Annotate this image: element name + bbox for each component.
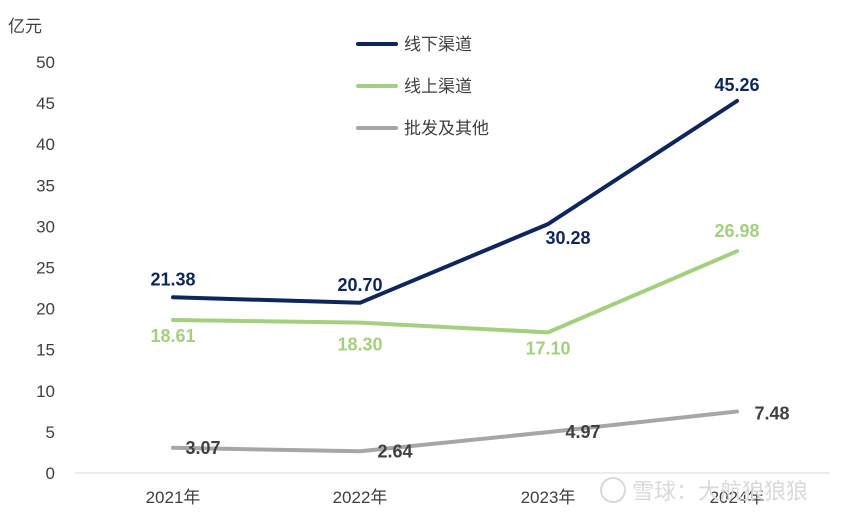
data-labels: 21.38 20.70 30.28 45.26 18.61 18.30 17.10 26.98…	[150, 75, 789, 461]
y-tick-label: 45	[36, 94, 55, 113]
data-label: 45.26	[714, 75, 759, 95]
data-label: 26.98	[714, 221, 759, 241]
x-axis-ticks: 2021年 2022年 2023年 2024年	[146, 488, 765, 507]
data-label: 18.61	[150, 326, 195, 346]
y-tick-label: 30	[36, 217, 55, 236]
data-label: 20.70	[337, 275, 382, 295]
watermark-text: 雪球：大航狼狼狼	[632, 480, 809, 505]
y-tick-label: 15	[36, 341, 55, 360]
data-label: 3.07	[185, 438, 220, 458]
data-label: 17.10	[525, 338, 570, 358]
legend-label: 线上渠道	[404, 77, 472, 96]
snowball-logo-icon	[600, 477, 626, 503]
x-tick-label: 2024年	[710, 488, 765, 507]
y-tick-label: 20	[36, 300, 55, 319]
y-tick-label: 0	[46, 464, 55, 483]
y-axis-ticks: 0 5 10 15 20 25 30 35 40 45 50	[36, 53, 55, 483]
data-label: 21.38	[150, 269, 195, 289]
data-label: 30.28	[545, 228, 590, 248]
y-tick-label: 50	[36, 53, 55, 72]
x-tick-label: 2023年	[521, 488, 576, 507]
x-tick-label: 2021年	[146, 488, 201, 507]
y-axis-unit-label: 亿元	[8, 17, 42, 36]
data-label: 18.30	[337, 335, 382, 355]
series-line-1	[171, 249, 739, 335]
y-tick-label: 10	[36, 382, 55, 401]
watermark: 雪球：大航狼狼狼	[600, 474, 808, 506]
data-label: 2.64	[377, 441, 412, 461]
series-line-0	[171, 99, 739, 305]
y-tick-label: 5	[46, 423, 55, 442]
x-tick-label: 2022年	[333, 488, 388, 507]
legend-label: 线下渠道	[404, 35, 472, 54]
series-lines	[171, 99, 739, 454]
y-tick-label: 40	[36, 135, 55, 154]
legend-label: 批发及其他	[404, 119, 489, 138]
data-label: 4.97	[565, 422, 600, 442]
data-label: 7.48	[754, 404, 789, 424]
y-tick-label: 35	[36, 176, 55, 195]
y-tick-label: 25	[36, 259, 55, 278]
series-line-2	[171, 409, 739, 454]
